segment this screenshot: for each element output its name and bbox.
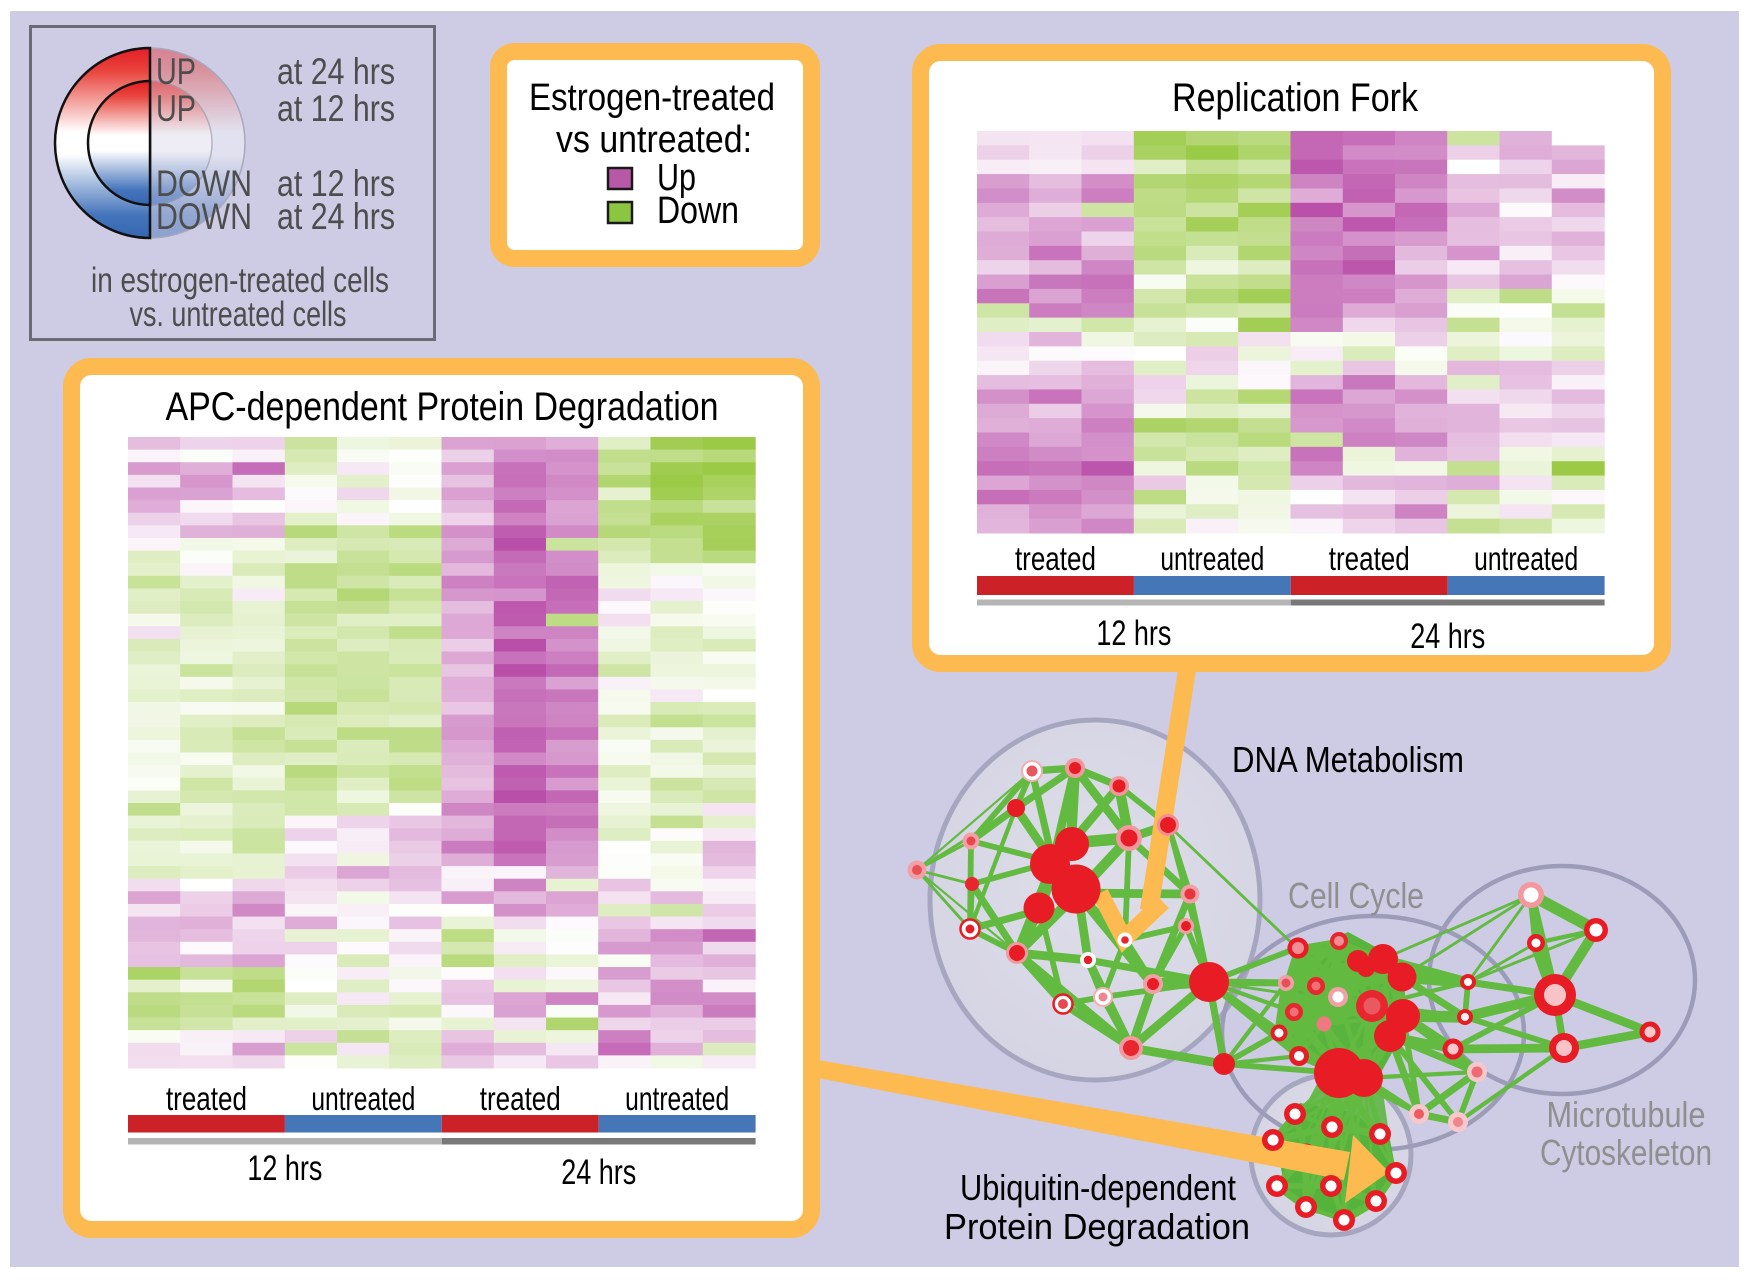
svg-text:in estrogen-treated cells: in estrogen-treated cells (91, 261, 389, 300)
svg-text:Cell Cycle: Cell Cycle (1288, 875, 1424, 916)
svg-text:at 12 hrs: at 12 hrs (277, 163, 395, 204)
svg-text:untreated: untreated (311, 1080, 415, 1117)
svg-text:Up: Up (657, 157, 696, 199)
svg-text:treated: treated (1329, 540, 1410, 577)
svg-text:untreated: untreated (1474, 540, 1578, 577)
svg-text:12 hrs: 12 hrs (247, 1149, 322, 1188)
svg-text:APC-dependent Protein Degradat: APC-dependent Protein Degradation (166, 385, 719, 429)
svg-text:12 hrs: 12 hrs (1096, 614, 1171, 653)
svg-text:at 12 hrs: at 12 hrs (277, 88, 395, 129)
svg-text:untreated: untreated (625, 1080, 729, 1117)
svg-text:vs. untreated cells: vs. untreated cells (130, 295, 347, 334)
svg-text:untreated: untreated (1160, 540, 1264, 577)
svg-text:Microtubule: Microtubule (1547, 1094, 1706, 1135)
svg-text:Estrogen-treated: Estrogen-treated (529, 77, 775, 119)
svg-text:Down: Down (657, 190, 739, 232)
svg-text:treated: treated (1015, 540, 1096, 577)
svg-text:Cytoskeleton: Cytoskeleton (1540, 1132, 1712, 1173)
svg-text:24 hrs: 24 hrs (1410, 617, 1485, 656)
svg-text:at 24 hrs: at 24 hrs (277, 51, 395, 92)
svg-text:treated: treated (166, 1080, 247, 1117)
svg-text:treated: treated (480, 1080, 561, 1117)
svg-text:at 24 hrs: at 24 hrs (277, 196, 395, 237)
svg-text:UP: UP (156, 51, 196, 92)
svg-text:24 hrs: 24 hrs (561, 1153, 636, 1192)
svg-text:vs untreated:: vs untreated: (556, 119, 752, 161)
svg-text:Ubiquitin-dependent: Ubiquitin-dependent (960, 1167, 1236, 1208)
svg-text:Replication Fork: Replication Fork (1172, 76, 1419, 120)
svg-text:DOWN: DOWN (156, 196, 252, 237)
svg-text:Protein Degradation: Protein Degradation (944, 1206, 1250, 1247)
svg-text:DOWN: DOWN (156, 163, 252, 204)
svg-text:DNA Metabolism: DNA Metabolism (1232, 739, 1464, 780)
svg-text:UP: UP (156, 88, 196, 129)
